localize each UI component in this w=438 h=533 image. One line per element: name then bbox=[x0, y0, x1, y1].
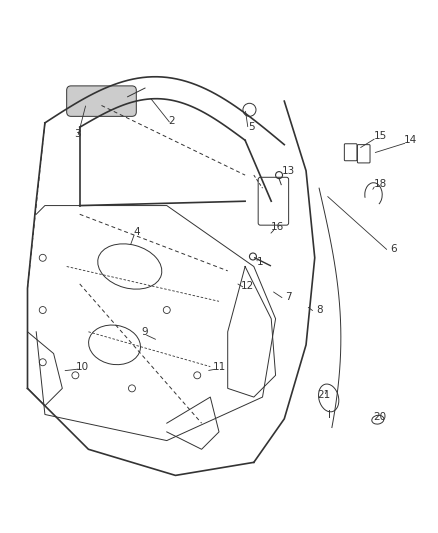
Text: 10: 10 bbox=[75, 361, 88, 372]
Text: 18: 18 bbox=[374, 179, 387, 189]
Text: 13: 13 bbox=[282, 166, 295, 176]
Text: 21: 21 bbox=[317, 390, 330, 400]
Text: 20: 20 bbox=[374, 411, 387, 422]
Text: 14: 14 bbox=[404, 135, 417, 146]
Text: 11: 11 bbox=[212, 361, 226, 372]
Text: 9: 9 bbox=[142, 327, 148, 337]
Text: 2: 2 bbox=[168, 116, 174, 126]
Text: 15: 15 bbox=[374, 131, 387, 141]
FancyBboxPatch shape bbox=[67, 86, 136, 116]
Text: 12: 12 bbox=[240, 281, 254, 291]
Text: 8: 8 bbox=[316, 305, 322, 315]
Text: 7: 7 bbox=[285, 292, 292, 302]
Text: 5: 5 bbox=[248, 122, 255, 132]
Text: 3: 3 bbox=[74, 129, 81, 139]
Text: 16: 16 bbox=[271, 222, 284, 232]
Text: 6: 6 bbox=[390, 244, 396, 254]
Text: 4: 4 bbox=[133, 227, 140, 237]
Text: 1: 1 bbox=[257, 257, 264, 267]
